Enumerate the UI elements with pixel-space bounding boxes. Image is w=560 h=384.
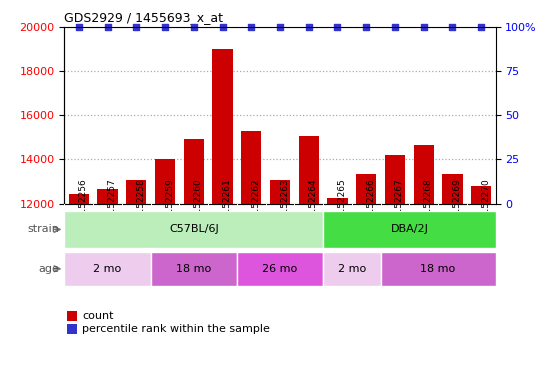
Text: GSM152270: GSM152270 [481, 178, 490, 233]
Text: 18 mo: 18 mo [176, 264, 211, 274]
Text: GSM152264: GSM152264 [309, 178, 318, 233]
Bar [381, 252, 496, 286]
Point [103, 24, 112, 30]
Text: strain: strain [27, 224, 59, 235]
Bar [126, 180, 146, 384]
Bar [97, 189, 118, 384]
Text: count: count [82, 311, 114, 321]
Bar [323, 211, 496, 248]
Text: 18 mo: 18 mo [421, 264, 456, 274]
Bar [64, 252, 151, 286]
Text: 2 mo: 2 mo [338, 264, 366, 274]
Text: GSM152268: GSM152268 [424, 178, 433, 233]
Point [448, 24, 457, 30]
Point [333, 24, 342, 30]
Bar [241, 131, 262, 384]
Text: 2 mo: 2 mo [94, 264, 122, 274]
Text: GSM152257: GSM152257 [108, 178, 116, 233]
Bar [155, 159, 175, 384]
Bar [237, 252, 323, 286]
Bar [442, 174, 463, 384]
Bar [328, 198, 348, 384]
Bar [69, 194, 89, 384]
Text: GSM152269: GSM152269 [452, 178, 461, 233]
Bar [151, 252, 237, 286]
Text: GSM152266: GSM152266 [366, 178, 375, 233]
Bar [385, 155, 405, 384]
Bar [471, 186, 491, 384]
Text: GSM152256: GSM152256 [79, 178, 88, 233]
Point [419, 24, 428, 30]
Bar [270, 180, 290, 384]
Text: GSM152267: GSM152267 [395, 178, 404, 233]
Text: GSM152259: GSM152259 [165, 178, 174, 233]
Text: GSM152265: GSM152265 [338, 178, 347, 233]
Point [74, 24, 83, 30]
Text: GSM152261: GSM152261 [222, 178, 231, 233]
Text: GSM152263: GSM152263 [280, 178, 289, 233]
Point [218, 24, 227, 30]
Text: 26 mo: 26 mo [263, 264, 297, 274]
Bar [64, 211, 323, 248]
Bar [212, 49, 232, 384]
Text: DBA/2J: DBA/2J [390, 224, 428, 235]
Point [247, 24, 256, 30]
Point [304, 24, 313, 30]
Text: C57BL/6J: C57BL/6J [169, 224, 218, 235]
Bar [184, 139, 204, 384]
Point [390, 24, 399, 30]
Bar [414, 145, 434, 384]
Point [189, 24, 198, 30]
Bar [323, 252, 381, 286]
Text: GDS2929 / 1455693_x_at: GDS2929 / 1455693_x_at [64, 11, 223, 24]
Text: GSM152260: GSM152260 [194, 178, 203, 233]
Point [276, 24, 284, 30]
Bar [298, 136, 319, 384]
Point [362, 24, 371, 30]
Text: percentile rank within the sample: percentile rank within the sample [82, 324, 270, 334]
Bar [356, 174, 376, 384]
Text: age: age [38, 264, 59, 274]
Point [132, 24, 141, 30]
Point [161, 24, 170, 30]
Text: GSM152262: GSM152262 [251, 178, 260, 233]
Point [477, 24, 486, 30]
Text: GSM152258: GSM152258 [136, 178, 145, 233]
